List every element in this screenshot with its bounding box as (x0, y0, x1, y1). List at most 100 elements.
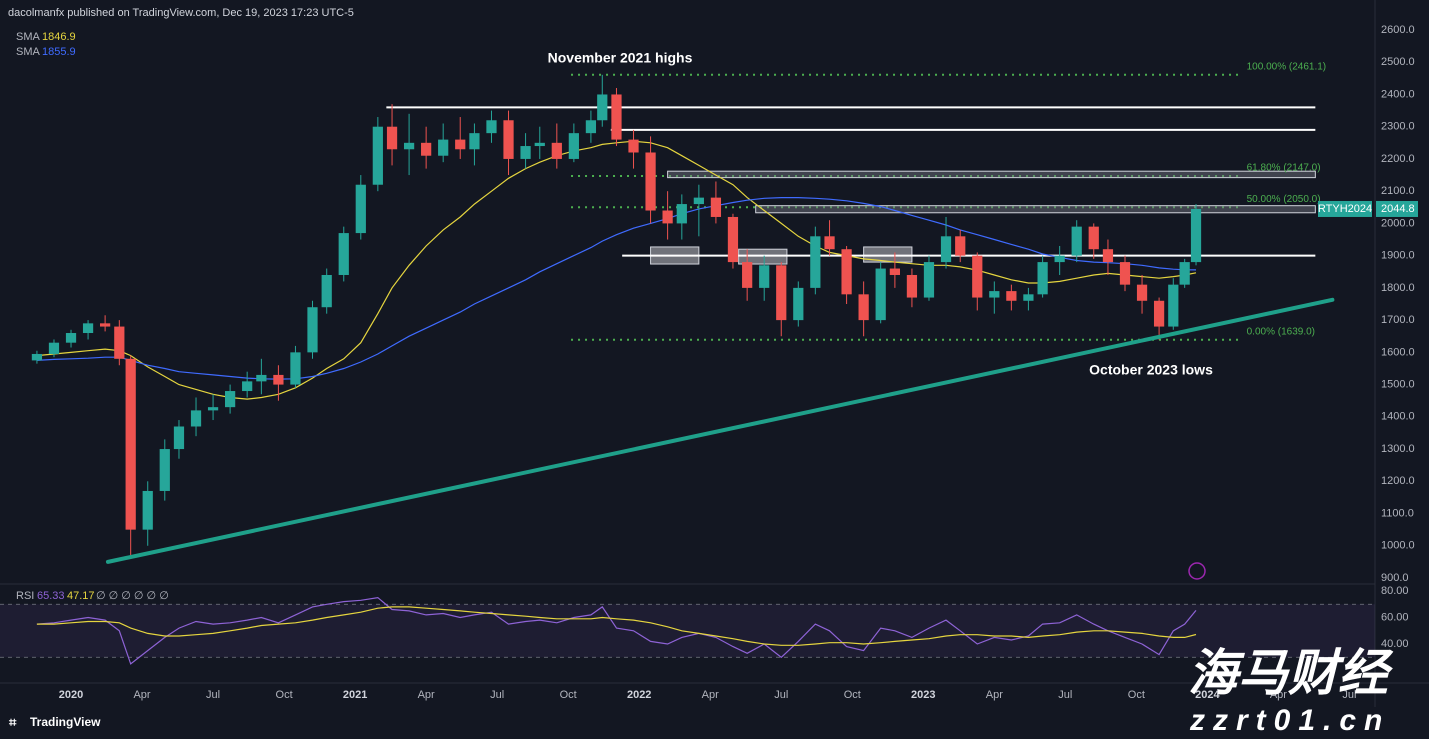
x-tick-label: 2021 (343, 689, 367, 701)
price-tag-bg (1376, 200, 1418, 217)
fib-label: 61.80% (2147.0) (1247, 163, 1321, 174)
candle-body (455, 139, 466, 150)
x-tick-label: Apr (986, 689, 1003, 701)
candle-body (645, 152, 656, 211)
candle-body (727, 216, 739, 263)
y-tick-label: 2300.0 (1381, 121, 1415, 133)
sma-line (36, 197, 1197, 380)
candle-body (1179, 262, 1190, 285)
x-tick-label: Apr (133, 689, 150, 701)
rsi-tick-label: 80.00 (1381, 585, 1409, 597)
candle-body (520, 146, 531, 159)
candle-body (1102, 249, 1114, 263)
candle-body (793, 287, 804, 321)
rsi-tick-label: 40.00 (1381, 638, 1409, 650)
rsi-tick-label: 60.00 (1381, 611, 1409, 623)
zone (667, 170, 1316, 179)
alert-icon[interactable] (1188, 562, 1206, 580)
annotation: October 2023 lows (1089, 362, 1213, 378)
candle-body (1071, 226, 1082, 256)
y-tick-label: 1000.0 (1381, 540, 1415, 552)
legend-label: SMA (16, 31, 41, 43)
candle-body (1136, 284, 1148, 301)
candle-body (662, 210, 673, 224)
rsi-title: RSI (16, 590, 34, 602)
watermark-title: 海马财经 (1188, 645, 1394, 701)
candle-body (1088, 226, 1099, 250)
x-tick-label: Oct (276, 689, 293, 701)
overlay-layer: 900.0 1000.0 1100.0 1200.0 1300.0 1400.0 1500.… (37, 24, 1418, 701)
rsi-pane (0, 596, 1375, 665)
candle-body (1023, 294, 1034, 301)
candle-body (824, 236, 835, 250)
candle-body (355, 184, 366, 234)
symbol-tag-bg (1318, 200, 1372, 217)
candle-body (676, 204, 687, 224)
y-tick-label: 1700.0 (1381, 314, 1415, 326)
header: dacolmanfx published on TradingView.com,… (8, 7, 354, 19)
candle-body (307, 307, 318, 353)
candle-body (469, 133, 480, 150)
candle-body (989, 291, 1000, 298)
candle-body (906, 274, 918, 298)
candle-body (611, 94, 622, 140)
rsi-band (0, 604, 1375, 658)
candle-body (841, 249, 852, 295)
candle-body (503, 120, 514, 159)
x-tick-label: Jul (1342, 689, 1356, 701)
candle-body (710, 197, 722, 217)
candle-body (421, 142, 432, 156)
candle-body (776, 265, 787, 321)
candle-body (65, 333, 77, 343)
candle-body (875, 268, 886, 321)
y-tick-label: 2400.0 (1381, 88, 1415, 100)
y-tick-label: 1900.0 (1381, 250, 1415, 262)
candle-body (923, 262, 935, 298)
candle-body (568, 133, 579, 159)
candle-body (858, 294, 869, 321)
x-tick-label: Apr (702, 689, 719, 701)
y-tick-label: 1300.0 (1381, 443, 1415, 455)
fib-label: 50.00% (2050.0) (1247, 194, 1321, 205)
candle-body (1119, 262, 1131, 285)
x-tick-label: 2022 (627, 689, 651, 701)
watermark-url: zzrt01.cn (1189, 704, 1390, 737)
candle-body (955, 236, 966, 256)
candle-body (693, 197, 704, 205)
candle-body (486, 120, 497, 134)
x-tick-label: Oct (560, 689, 577, 701)
y-tick-label: 2500.0 (1381, 56, 1415, 68)
y-tick-label: 2100.0 (1381, 185, 1415, 197)
candle-body (82, 323, 94, 334)
candle-body (403, 142, 415, 150)
x-tick-label: 2023 (911, 689, 935, 701)
candle-body (225, 391, 236, 408)
rsi-legend-value: 65.33 (37, 590, 65, 602)
candle-body (534, 142, 545, 147)
candle-body (207, 407, 219, 411)
price-tag: 2044.8 (1381, 203, 1415, 215)
candle-body (628, 139, 639, 153)
y-tick-label: 1100.0 (1381, 507, 1414, 519)
candle-body (321, 274, 332, 308)
candle-body (256, 374, 267, 382)
x-tick-label: Apr (1270, 689, 1287, 701)
y-tick-label: 1600.0 (1381, 346, 1415, 358)
footer-icon: ⌗ (8, 714, 17, 729)
candle-body (290, 352, 301, 385)
x-tick-label: Apr (418, 689, 435, 701)
trendline (105, 297, 1335, 564)
y-tick-label: 1400.0 (1381, 411, 1415, 423)
price-pane (31, 73, 1335, 564)
legend-value: 1846.9 (42, 31, 76, 43)
legend-label: SMA (16, 46, 41, 58)
candle-body (1054, 255, 1065, 263)
candle-body (1037, 262, 1048, 295)
candle-body (338, 233, 349, 275)
candle-body (597, 94, 608, 121)
footer-logo: TradingView (30, 715, 101, 729)
candle-body (48, 342, 60, 354)
x-tick-label: Oct (844, 689, 861, 701)
candle-body (810, 236, 821, 288)
candle-body (889, 268, 900, 275)
